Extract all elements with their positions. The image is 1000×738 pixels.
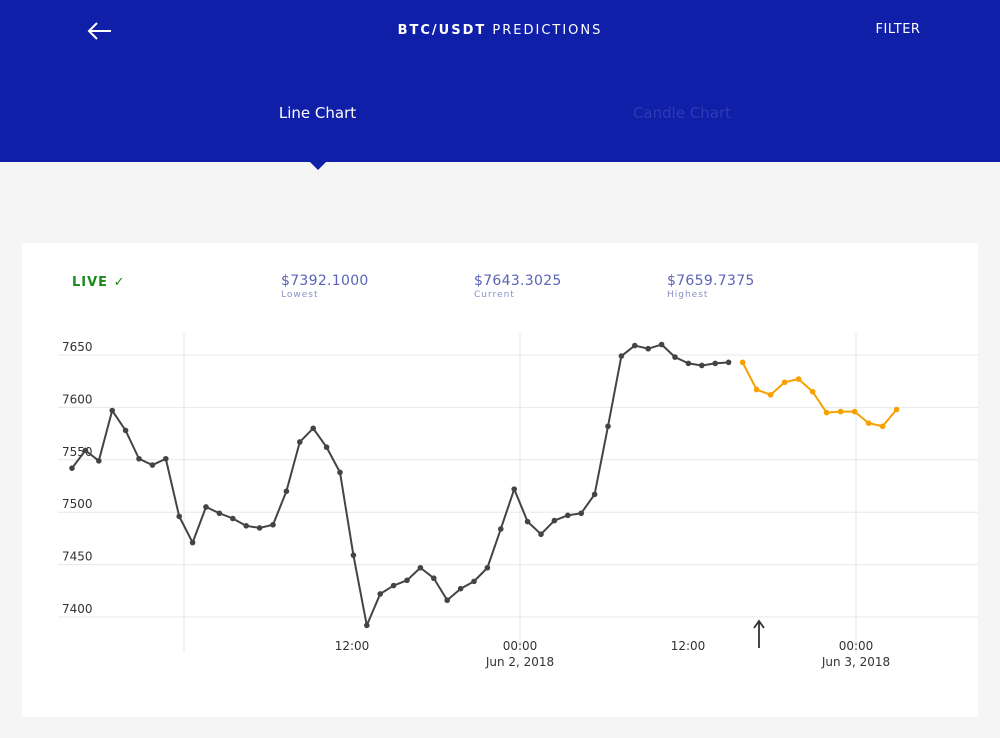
actual-data-point [538,531,544,538]
actual-data-point [230,515,236,522]
actual-data-point [725,359,732,366]
y-tick-label: 7450 [62,550,93,564]
actual-data-point [444,597,451,604]
actual-data-point [618,353,625,359]
stat-current-value: $7643.3025 [474,273,562,289]
predicted-data-point [753,386,760,393]
predicted-data-point [879,423,886,430]
actual-data-point [471,578,477,585]
actual-data-point [565,512,571,519]
actual-data-point [163,455,169,462]
actual-data-point [283,488,290,495]
title-pair: BTC/USDT [397,23,487,38]
x-tick-sublabel: Jun 3, 2018 [821,655,890,669]
actual-data-point [632,342,638,349]
actual-data-point [337,469,343,476]
actual-data-point [176,513,182,520]
actual-data-point [685,360,692,367]
actual-data-point [390,582,397,589]
actual-data-point [712,360,718,367]
y-tick-label: 7600 [62,392,93,406]
actual-data-point [243,523,249,529]
actual-data-point [431,575,437,582]
actual-data-point [591,491,598,498]
actual-data-point [297,439,303,445]
actual-data-point [323,444,330,451]
active-tab-indicator [309,161,327,170]
actual-data-point [578,510,584,517]
actual-data-point [551,517,558,524]
actual-data-point [203,504,209,510]
actual-data-point [699,362,705,369]
tab-line-chart[interactable]: Line Chart [278,104,357,122]
predicted-data-point [767,392,774,398]
predicted-data-point [837,408,844,415]
y-tick-label: 7650 [62,340,93,354]
x-tick-label: 00:00 [503,639,538,653]
stat-current-label: Current [474,290,515,300]
actual-data-point [189,539,196,546]
actual-data-point [96,458,102,464]
predicted-data-point [795,376,802,382]
filter-button[interactable]: FILTER [875,22,921,37]
actual-data-point [672,354,678,360]
actual-price-line [71,343,729,627]
stat-highest-label: Highest [667,290,709,300]
predicted-data-point [781,379,788,386]
actual-data-point [605,423,611,430]
predicted-data-point [823,409,830,416]
title-rest: PREDICTIONS [492,23,603,38]
actual-data-point [417,564,424,571]
actual-data-point [216,510,223,517]
predicted-data-point [893,406,900,413]
actual-data-point [511,486,517,492]
app-header: BTC/USDT PREDICTIONS FILTER Line Chart C… [0,0,1000,162]
y-tick-label: 7500 [62,497,93,511]
actual-data-point [149,462,156,468]
chart-card: LIVE ✓ $7392.1000 Lowest $7643.3025 Curr… [22,243,978,717]
y-tick-label: 7400 [62,602,93,616]
actual-data-point [122,427,129,434]
actual-data-point [377,591,384,597]
actual-data-point [69,465,75,471]
stat-lowest-label: Lowest [281,290,319,300]
tab-candle-chart[interactable]: Candle Chart [632,104,732,122]
actual-data-point [658,341,665,348]
x-tick-sublabel: Jun 2, 2018 [485,655,554,669]
stat-highest-value: $7659.7375 [667,273,755,289]
predicted-data-point [851,408,858,415]
predicted-data-point [739,359,746,366]
actual-data-point [524,518,531,525]
actual-data-point [350,552,357,558]
stat-current: $7643.3025 Current [474,273,562,300]
actual-data-point [364,622,370,629]
predicted-price-line [741,361,898,428]
page-title: BTC/USDT PREDICTIONS [0,23,1000,38]
back-arrow-icon[interactable] [84,16,116,46]
actual-data-point [404,577,410,584]
actual-data-point [256,525,263,531]
actual-data-point [484,564,491,571]
actual-data-point [136,455,142,462]
now-marker-arrowhead-icon [753,619,765,629]
actual-data-point [310,425,317,432]
x-tick-label: 12:00 [335,639,370,653]
predicted-data-point [865,420,872,426]
actual-data-point [109,407,115,414]
actual-data-point [645,345,651,352]
stat-lowest-value: $7392.1000 [281,273,369,289]
actual-data-point [82,447,89,454]
x-tick-label: 00:00 [839,639,874,653]
actual-data-point [270,521,276,528]
x-tick-label: 12:00 [671,639,706,653]
stat-highest: $7659.7375 Highest [667,273,755,300]
actual-data-point [498,526,504,532]
stat-lowest: $7392.1000 Lowest [281,273,369,300]
live-status-badge: LIVE ✓ [72,275,126,290]
predicted-data-point [809,388,816,395]
actual-data-point [457,585,464,592]
